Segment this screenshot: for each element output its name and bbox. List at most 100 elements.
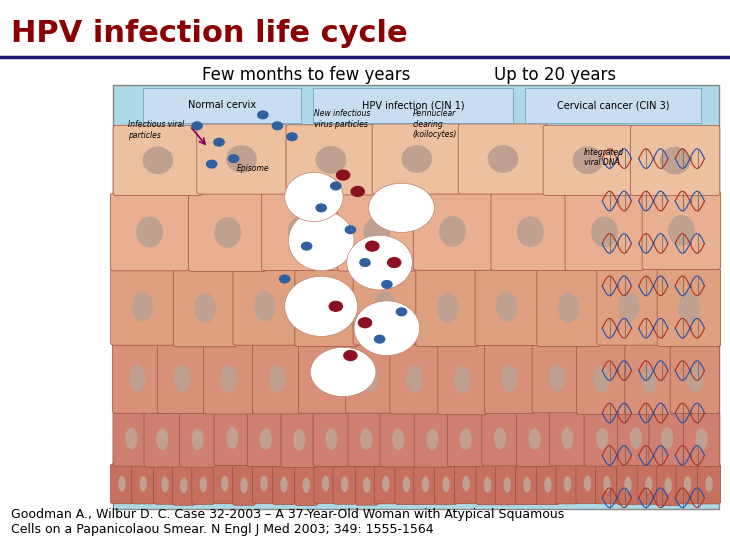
Ellipse shape	[354, 301, 420, 356]
Ellipse shape	[140, 477, 146, 491]
Ellipse shape	[495, 428, 505, 449]
FancyBboxPatch shape	[637, 464, 661, 504]
Ellipse shape	[463, 476, 469, 491]
Circle shape	[374, 335, 385, 343]
FancyBboxPatch shape	[153, 464, 177, 504]
Circle shape	[382, 281, 392, 288]
FancyBboxPatch shape	[517, 411, 553, 467]
Ellipse shape	[669, 216, 694, 245]
Text: Goodman A., Wilbur D. C. Case 32-2003 – A 37-Year-Old Woman with Atypical Squamo: Goodman A., Wilbur D. C. Case 32-2003 – …	[11, 508, 564, 536]
FancyBboxPatch shape	[348, 411, 385, 467]
Ellipse shape	[604, 477, 610, 491]
FancyBboxPatch shape	[112, 343, 162, 414]
FancyBboxPatch shape	[286, 125, 375, 195]
Ellipse shape	[427, 429, 438, 450]
Ellipse shape	[443, 478, 449, 492]
FancyBboxPatch shape	[532, 342, 582, 413]
Ellipse shape	[504, 478, 510, 492]
Ellipse shape	[227, 428, 238, 448]
Ellipse shape	[220, 366, 236, 392]
Ellipse shape	[696, 429, 707, 449]
FancyBboxPatch shape	[338, 194, 416, 271]
FancyBboxPatch shape	[295, 269, 358, 346]
FancyBboxPatch shape	[537, 269, 600, 347]
Ellipse shape	[285, 172, 343, 222]
Ellipse shape	[361, 429, 372, 449]
Ellipse shape	[342, 477, 347, 491]
Ellipse shape	[393, 429, 404, 450]
FancyBboxPatch shape	[299, 343, 348, 413]
Ellipse shape	[261, 476, 267, 491]
Ellipse shape	[591, 217, 617, 247]
Ellipse shape	[460, 429, 471, 450]
FancyBboxPatch shape	[333, 464, 356, 504]
FancyBboxPatch shape	[247, 412, 284, 467]
FancyBboxPatch shape	[180, 412, 216, 467]
Circle shape	[358, 318, 372, 328]
Ellipse shape	[488, 146, 518, 172]
Ellipse shape	[440, 217, 465, 246]
FancyBboxPatch shape	[455, 464, 477, 504]
Ellipse shape	[502, 365, 517, 392]
Ellipse shape	[323, 476, 329, 491]
FancyBboxPatch shape	[143, 88, 301, 123]
Circle shape	[316, 204, 326, 212]
FancyBboxPatch shape	[213, 464, 237, 504]
Ellipse shape	[326, 429, 337, 449]
Ellipse shape	[402, 146, 431, 172]
Ellipse shape	[303, 478, 310, 492]
FancyBboxPatch shape	[556, 464, 579, 504]
Text: Episome: Episome	[237, 164, 270, 173]
FancyBboxPatch shape	[565, 193, 644, 271]
FancyBboxPatch shape	[281, 412, 318, 467]
Circle shape	[258, 111, 268, 119]
Text: Integrated
viral DNA: Integrated viral DNA	[584, 148, 624, 167]
FancyBboxPatch shape	[414, 412, 450, 467]
FancyBboxPatch shape	[525, 88, 701, 123]
Ellipse shape	[261, 429, 271, 449]
Circle shape	[351, 187, 364, 196]
FancyBboxPatch shape	[434, 464, 458, 504]
Ellipse shape	[143, 147, 172, 173]
FancyBboxPatch shape	[657, 465, 680, 505]
Circle shape	[360, 259, 370, 266]
FancyBboxPatch shape	[476, 465, 499, 505]
Circle shape	[388, 258, 401, 267]
FancyBboxPatch shape	[395, 464, 418, 504]
Circle shape	[287, 133, 297, 141]
Ellipse shape	[573, 147, 602, 173]
FancyBboxPatch shape	[597, 267, 661, 345]
Ellipse shape	[363, 365, 378, 391]
FancyBboxPatch shape	[631, 126, 720, 196]
Ellipse shape	[294, 430, 304, 450]
Text: Up to 20 years: Up to 20 years	[493, 67, 616, 84]
Ellipse shape	[369, 183, 434, 232]
Ellipse shape	[485, 478, 491, 492]
Ellipse shape	[665, 478, 672, 492]
Ellipse shape	[192, 429, 203, 450]
FancyBboxPatch shape	[618, 411, 654, 465]
Circle shape	[345, 226, 356, 234]
Circle shape	[344, 351, 357, 360]
Ellipse shape	[558, 293, 579, 322]
Circle shape	[192, 122, 202, 130]
FancyBboxPatch shape	[676, 464, 699, 504]
FancyBboxPatch shape	[625, 345, 675, 415]
Ellipse shape	[529, 429, 540, 449]
Ellipse shape	[524, 478, 530, 492]
Circle shape	[329, 301, 342, 311]
FancyBboxPatch shape	[113, 411, 150, 466]
Text: New infectious
virus particles: New infectious virus particles	[314, 109, 370, 129]
Ellipse shape	[241, 478, 247, 492]
Ellipse shape	[285, 276, 358, 336]
FancyBboxPatch shape	[537, 465, 559, 505]
FancyBboxPatch shape	[313, 88, 513, 123]
Circle shape	[228, 155, 239, 162]
Ellipse shape	[288, 217, 314, 247]
Ellipse shape	[404, 478, 410, 492]
Ellipse shape	[255, 292, 274, 321]
Ellipse shape	[132, 292, 153, 321]
Text: Few months to few years: Few months to few years	[202, 67, 411, 84]
Ellipse shape	[310, 347, 376, 397]
Ellipse shape	[222, 476, 228, 491]
